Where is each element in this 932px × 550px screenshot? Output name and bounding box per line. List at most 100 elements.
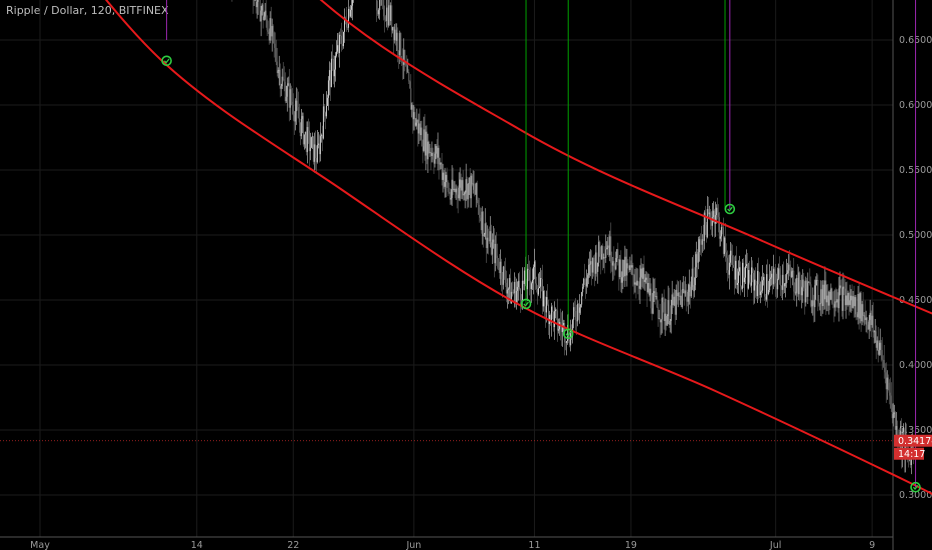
candle-body (550, 314, 552, 323)
candle-body (681, 289, 683, 308)
candle-body (442, 172, 444, 180)
candle-body (384, 16, 386, 20)
candle-body (394, 29, 396, 41)
candle-body (427, 141, 429, 160)
candle-body (444, 182, 446, 187)
candle-body (861, 304, 863, 322)
candle-body (337, 45, 339, 54)
candle-body (448, 191, 450, 193)
candle-body (414, 112, 416, 126)
candle-body (754, 279, 756, 291)
candle-body (472, 183, 474, 185)
candle-body (563, 322, 565, 326)
candle-body (654, 291, 656, 297)
candle-body (732, 265, 734, 268)
candle-body (719, 236, 721, 239)
x-tick-label: 19 (625, 540, 637, 550)
candle-body (459, 179, 461, 188)
candle-body (848, 292, 850, 305)
candle-body (625, 256, 627, 276)
candle-body (626, 263, 628, 276)
candle-body (799, 272, 801, 287)
candle-body (329, 70, 331, 88)
candle-body (896, 426, 898, 443)
candle-body (657, 307, 659, 319)
y-tick-label: 0.30000 (899, 490, 932, 501)
candle-body (793, 270, 795, 292)
candle-body (692, 268, 694, 292)
candle-body (640, 268, 642, 278)
candle-body (667, 300, 669, 316)
candle-body (387, 7, 389, 26)
candle-body (674, 296, 676, 315)
candle-body (856, 314, 858, 318)
candle-body (271, 26, 273, 37)
candle-body (595, 252, 597, 274)
candle-body (324, 112, 326, 117)
candle-body (512, 292, 514, 294)
candle-body (783, 274, 785, 287)
candle-body (740, 286, 742, 289)
candle-body (725, 252, 727, 258)
candle-body (614, 266, 616, 270)
candle-body (460, 179, 462, 191)
candle-body (645, 277, 647, 280)
candle-body (652, 292, 654, 314)
candle-body (624, 256, 626, 277)
candle-body (872, 315, 874, 333)
check-marker (161, 55, 172, 67)
candle-body (762, 280, 764, 291)
candle-body (417, 119, 419, 134)
check-marker (724, 203, 736, 215)
candle-body (730, 250, 732, 256)
candle-body (863, 315, 865, 317)
candle-body (864, 315, 866, 321)
candle-body (841, 287, 843, 311)
candle-body (634, 282, 636, 285)
candle-body (274, 43, 276, 48)
candle-body (256, 1, 258, 8)
candle-body (292, 104, 294, 116)
candle-body (261, 4, 263, 11)
candle-body (392, 26, 394, 31)
candle-body (786, 273, 788, 283)
candle-body (882, 359, 884, 361)
candle-body (705, 224, 707, 238)
candle-body (800, 286, 802, 296)
candle-body (790, 270, 792, 278)
candle-body (378, 10, 380, 15)
candle-body (582, 287, 584, 293)
candle-body (413, 112, 415, 120)
candle-body (534, 261, 536, 284)
candle-body (495, 243, 497, 256)
candle-body (672, 294, 674, 306)
candle-body (298, 118, 300, 123)
candle-body (470, 175, 472, 199)
candle-body (738, 267, 740, 272)
candle-body (562, 325, 564, 332)
candle-body (431, 152, 433, 156)
candle-body (636, 280, 638, 286)
candle-body (778, 268, 780, 279)
candle-body (544, 290, 546, 307)
candle-body (423, 129, 425, 151)
candle-body (824, 280, 826, 300)
candle-body (318, 143, 320, 155)
candle-body (551, 306, 553, 323)
candle-body (694, 267, 696, 286)
candle-body (291, 101, 293, 105)
candle-body (584, 278, 586, 283)
candle-body (477, 199, 479, 205)
candle-body (577, 303, 579, 322)
candle-body (278, 69, 280, 71)
candle-body (821, 289, 823, 307)
candle-body (716, 207, 718, 213)
channel-line-lower (104, 0, 932, 495)
candle-body (454, 188, 456, 193)
candle-body (330, 58, 332, 88)
candle-body (774, 268, 776, 273)
candle-body (425, 131, 427, 156)
candle-body (646, 277, 648, 293)
candle-body (770, 277, 772, 279)
